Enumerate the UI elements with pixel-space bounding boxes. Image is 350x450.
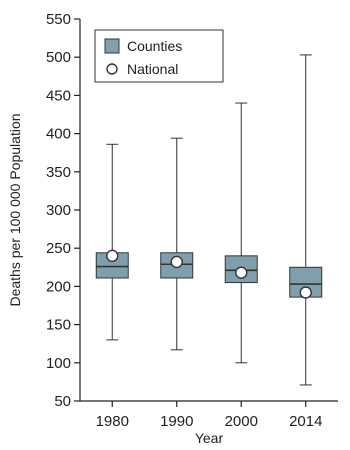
- national-series: [106, 249, 312, 299]
- national-point: [299, 286, 312, 299]
- legend-label-national: National: [127, 61, 178, 77]
- y-tick-label: 250: [46, 240, 71, 257]
- national-point: [170, 255, 183, 269]
- legend-box-swatch: [104, 38, 120, 54]
- x-axis-ticks: 1980 1990 2000 2014: [96, 401, 322, 430]
- y-tick-label: 550: [46, 11, 71, 28]
- y-tick-label: 300: [46, 202, 71, 219]
- x-axis-title: Year: [195, 430, 224, 446]
- national-point: [235, 266, 248, 279]
- legend-circle-swatch: [106, 63, 118, 75]
- y-tick-label: 200: [46, 278, 71, 295]
- y-tick-label: 450: [46, 87, 71, 104]
- legend-label-counties: Counties: [127, 38, 182, 54]
- y-axis-ticks: 50 100 150 200 250 300 350 400 450 500 550: [46, 11, 80, 410]
- box-series: [95, 54, 323, 386]
- y-tick-label: 500: [46, 49, 71, 66]
- y-tick-label: 150: [46, 317, 71, 334]
- y-axis-title: Deaths per 100 000 Population: [7, 113, 23, 306]
- national-point: [106, 249, 119, 263]
- x-tick-label: 2000: [225, 413, 258, 430]
- y-tick-label: 400: [46, 126, 71, 143]
- y-tick-label: 50: [54, 393, 71, 410]
- x-tick-label: 1980: [96, 413, 129, 430]
- y-tick-label: 350: [46, 164, 71, 181]
- y-tick-label: 100: [46, 355, 71, 372]
- x-tick-label: 2014: [289, 413, 322, 430]
- legend: Counties National: [94, 29, 224, 83]
- x-tick-label: 1990: [160, 413, 193, 430]
